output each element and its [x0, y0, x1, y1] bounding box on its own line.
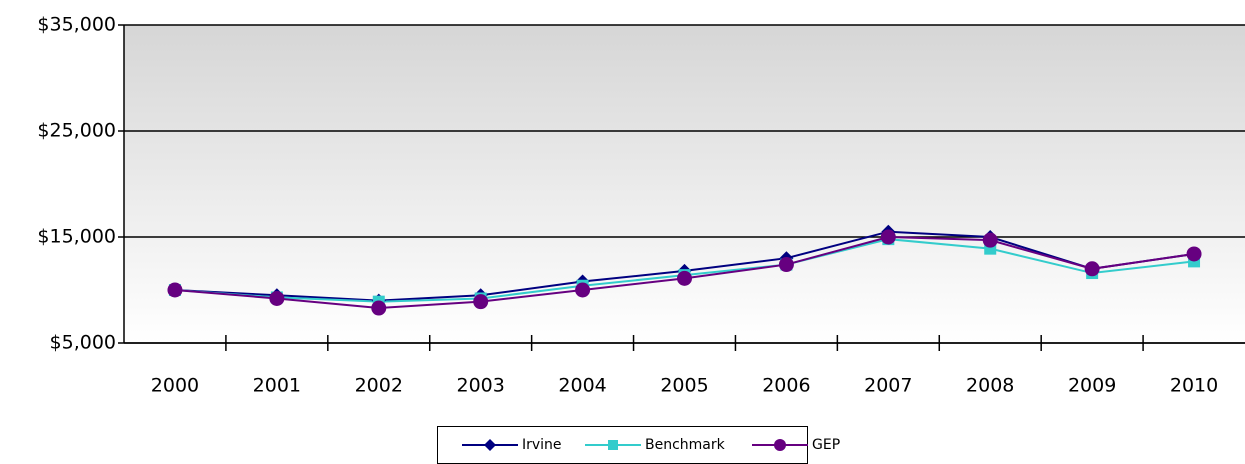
y-tick-label: $35,000	[37, 14, 116, 36]
marker	[269, 290, 285, 306]
legend-label: GEP	[812, 437, 840, 453]
marker	[473, 294, 489, 310]
marker	[982, 232, 998, 248]
y-tick-label: $25,000	[37, 120, 116, 142]
y-tick-label: $5,000	[50, 332, 116, 354]
marker	[778, 257, 794, 273]
y-tick-label: $15,000	[37, 226, 116, 248]
x-tick-label: 2009	[1068, 375, 1116, 397]
legend-label: Irvine	[522, 437, 562, 453]
marker	[484, 439, 496, 451]
x-tick-label: 2002	[355, 375, 403, 397]
x-tick-label: 2008	[966, 375, 1014, 397]
plot-area	[124, 25, 1245, 343]
x-tick-label: 2001	[253, 375, 301, 397]
x-tick-label: 2005	[660, 375, 708, 397]
x-tick-label: 2007	[864, 375, 912, 397]
marker	[371, 300, 387, 316]
marker	[575, 282, 591, 298]
marker	[880, 229, 896, 245]
x-tick-label: 2003	[457, 375, 505, 397]
x-tick-label: 2004	[558, 375, 606, 397]
x-tick-label: 2000	[151, 375, 199, 397]
marker	[774, 439, 786, 451]
marker	[1186, 246, 1202, 262]
marker	[167, 282, 183, 298]
marker	[608, 440, 618, 450]
legend: Irvine Benchmark GEP	[437, 426, 840, 464]
legend-label: Benchmark	[645, 437, 726, 453]
marker	[1084, 261, 1100, 277]
x-tick-label: 2006	[762, 375, 810, 397]
x-tick-label: 2010	[1170, 375, 1218, 397]
marker	[677, 270, 692, 286]
